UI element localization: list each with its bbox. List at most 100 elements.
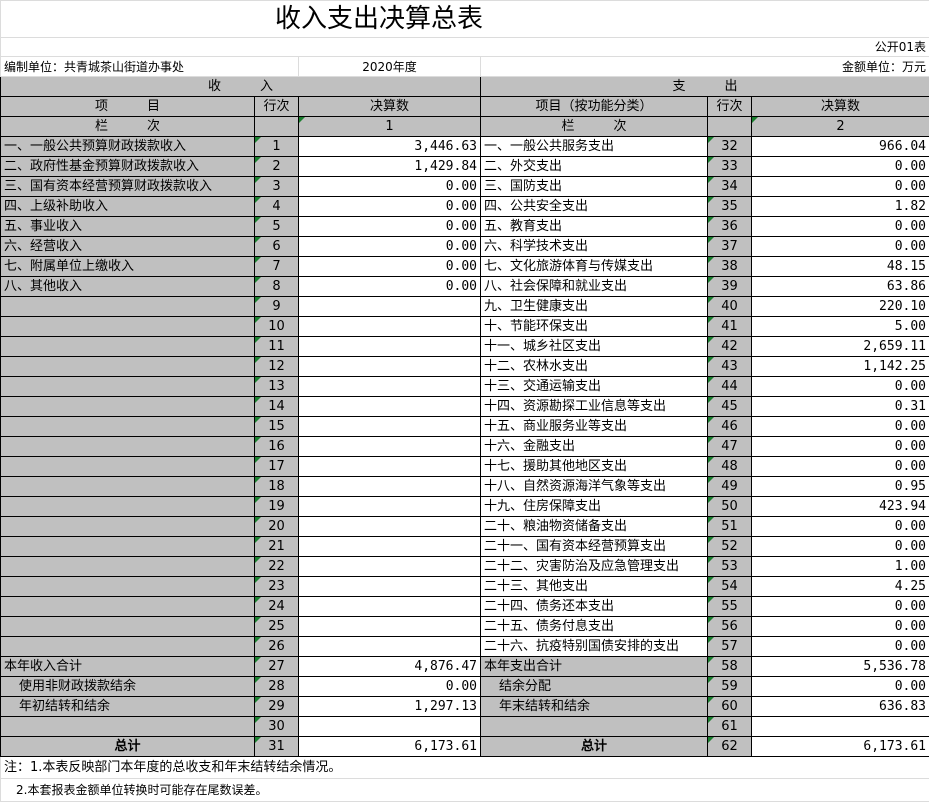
expense-item-label[interactable]: 十八、自然资源海洋气象等支出 bbox=[481, 477, 708, 497]
income-row-number[interactable]: 22 bbox=[255, 557, 299, 577]
expense-row-number[interactable]: 44 bbox=[708, 377, 752, 397]
expense-row-number[interactable]: 41 bbox=[708, 317, 752, 337]
expense-amount[interactable]: 0.95 bbox=[752, 477, 929, 497]
income-item-label[interactable]: 年初结转和结余 bbox=[1, 697, 255, 717]
expense-amount[interactable]: 2,659.11 bbox=[752, 337, 929, 357]
income-amount[interactable] bbox=[299, 337, 481, 357]
income-item-label[interactable] bbox=[1, 437, 255, 457]
income-row-number[interactable]: 29 bbox=[255, 697, 299, 717]
expense-amount[interactable]: 4.25 bbox=[752, 577, 929, 597]
expense-amount[interactable]: 636.83 bbox=[752, 697, 929, 717]
income-row-number[interactable]: 17 bbox=[255, 457, 299, 477]
expense-item-label[interactable]: 五、教育支出 bbox=[481, 217, 708, 237]
income-amount[interactable] bbox=[299, 537, 481, 557]
expense-item-label[interactable]: 十一、城乡社区支出 bbox=[481, 337, 708, 357]
expense-row-number[interactable]: 35 bbox=[708, 197, 752, 217]
income-row-number[interactable]: 5 bbox=[255, 217, 299, 237]
income-item-label[interactable]: 二、政府性基金预算财政拨款收入 bbox=[1, 157, 255, 177]
expense-amount[interactable]: 423.94 bbox=[752, 497, 929, 517]
income-row-number[interactable]: 25 bbox=[255, 617, 299, 637]
expense-row-number[interactable]: 38 bbox=[708, 257, 752, 277]
income-item-label[interactable]: 六、经营收入 bbox=[1, 237, 255, 257]
expense-amount[interactable]: 0.00 bbox=[752, 457, 929, 477]
income-amount[interactable]: 0.00 bbox=[299, 177, 481, 197]
income-item-label[interactable] bbox=[1, 317, 255, 337]
expense-item-label[interactable]: 十、节能环保支出 bbox=[481, 317, 708, 337]
income-item-label[interactable]: 使用非财政拨款结余 bbox=[1, 677, 255, 697]
expense-row-number[interactable]: 43 bbox=[708, 357, 752, 377]
expense-amount[interactable]: 0.00 bbox=[752, 437, 929, 457]
expense-item-label[interactable]: 十五、商业服务业等支出 bbox=[481, 417, 708, 437]
income-item-label[interactable] bbox=[1, 517, 255, 537]
expense-amount[interactable]: 0.31 bbox=[752, 397, 929, 417]
expense-item-label[interactable]: 一、一般公共服务支出 bbox=[481, 137, 708, 157]
income-amount[interactable]: 6,173.61 bbox=[299, 737, 481, 757]
expense-item-label[interactable]: 十二、农林水支出 bbox=[481, 357, 708, 377]
expense-row-number[interactable]: 53 bbox=[708, 557, 752, 577]
income-row-number[interactable]: 15 bbox=[255, 417, 299, 437]
expense-item-label[interactable]: 九、卫生健康支出 bbox=[481, 297, 708, 317]
expense-item-label[interactable]: 十六、金融支出 bbox=[481, 437, 708, 457]
expense-row-number[interactable]: 58 bbox=[708, 657, 752, 677]
income-row-number[interactable]: 26 bbox=[255, 637, 299, 657]
income-item-label[interactable] bbox=[1, 637, 255, 657]
income-amount[interactable] bbox=[299, 397, 481, 417]
expense-amount[interactable]: 0.00 bbox=[752, 157, 929, 177]
income-row-number[interactable]: 2 bbox=[255, 157, 299, 177]
income-item-label[interactable] bbox=[1, 417, 255, 437]
income-item-label[interactable]: 八、其他收入 bbox=[1, 277, 255, 297]
income-amount[interactable] bbox=[299, 317, 481, 337]
income-amount[interactable] bbox=[299, 437, 481, 457]
expense-amount[interactable]: 5,536.78 bbox=[752, 657, 929, 677]
income-amount[interactable] bbox=[299, 477, 481, 497]
income-row-number[interactable]: 4 bbox=[255, 197, 299, 217]
income-item-label[interactable] bbox=[1, 717, 255, 737]
income-item-label[interactable]: 四、上级补助收入 bbox=[1, 197, 255, 217]
expense-item-label[interactable]: 二十五、债务付息支出 bbox=[481, 617, 708, 637]
expense-amount[interactable]: 0.00 bbox=[752, 637, 929, 657]
income-item-label[interactable] bbox=[1, 337, 255, 357]
income-amount[interactable] bbox=[299, 417, 481, 437]
expense-row-number[interactable]: 48 bbox=[708, 457, 752, 477]
income-item-label[interactable] bbox=[1, 597, 255, 617]
expense-amount[interactable]: 0.00 bbox=[752, 677, 929, 697]
income-amount[interactable] bbox=[299, 297, 481, 317]
income-row-number[interactable]: 3 bbox=[255, 177, 299, 197]
expense-row-number[interactable]: 46 bbox=[708, 417, 752, 437]
expense-item-label[interactable]: 二十二、灾害防治及应急管理支出 bbox=[481, 557, 708, 577]
expense-item-label[interactable]: 六、科学技术支出 bbox=[481, 237, 708, 257]
expense-row-number[interactable]: 59 bbox=[708, 677, 752, 697]
income-amount[interactable] bbox=[299, 557, 481, 577]
expense-row-number[interactable]: 51 bbox=[708, 517, 752, 537]
income-amount[interactable] bbox=[299, 597, 481, 617]
income-row-number[interactable]: 27 bbox=[255, 657, 299, 677]
expense-amount[interactable]: 0.00 bbox=[752, 537, 929, 557]
expense-item-label[interactable]: 二十三、其他支出 bbox=[481, 577, 708, 597]
expense-amount[interactable]: 6,173.61 bbox=[752, 737, 929, 757]
expense-row-number[interactable]: 61 bbox=[708, 717, 752, 737]
income-row-number[interactable]: 14 bbox=[255, 397, 299, 417]
income-row-number[interactable]: 30 bbox=[255, 717, 299, 737]
expense-item-label[interactable]: 十九、住房保障支出 bbox=[481, 497, 708, 517]
expense-row-number[interactable]: 60 bbox=[708, 697, 752, 717]
income-amount[interactable]: 0.00 bbox=[299, 197, 481, 217]
income-row-number[interactable]: 21 bbox=[255, 537, 299, 557]
income-item-label[interactable]: 一、一般公共预算财政拨款收入 bbox=[1, 137, 255, 157]
expense-item-label[interactable]: 二、外交支出 bbox=[481, 157, 708, 177]
income-amount[interactable]: 1,429.84 bbox=[299, 157, 481, 177]
income-row-number[interactable]: 19 bbox=[255, 497, 299, 517]
expense-item-label[interactable]: 二十六、抗疫特别国债安排的支出 bbox=[481, 637, 708, 657]
income-item-label[interactable] bbox=[1, 377, 255, 397]
expense-row-number[interactable]: 49 bbox=[708, 477, 752, 497]
expense-row-number[interactable]: 62 bbox=[708, 737, 752, 757]
expense-row-number[interactable]: 33 bbox=[708, 157, 752, 177]
expense-item-label[interactable]: 总计 bbox=[481, 737, 708, 757]
expense-amount[interactable]: 966.04 bbox=[752, 137, 929, 157]
income-amount[interactable]: 1,297.13 bbox=[299, 697, 481, 717]
income-item-label[interactable] bbox=[1, 457, 255, 477]
income-row-number[interactable]: 28 bbox=[255, 677, 299, 697]
expense-row-number[interactable]: 52 bbox=[708, 537, 752, 557]
income-item-label[interactable]: 五、事业收入 bbox=[1, 217, 255, 237]
income-item-label[interactable]: 七、附属单位上缴收入 bbox=[1, 257, 255, 277]
income-item-label[interactable]: 本年收入合计 bbox=[1, 657, 255, 677]
